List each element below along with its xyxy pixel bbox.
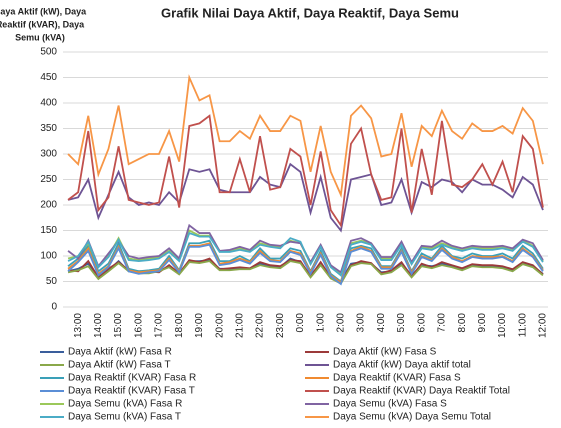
y-tick-label: 500: [40, 47, 57, 58]
y-tick-label: 0: [51, 302, 57, 313]
x-tick-label: 20:00: [214, 313, 225, 338]
x-tick-label: 21:00: [234, 313, 245, 338]
x-tick-label: 22:00: [255, 313, 266, 338]
legend-label: Daya Aktif (kW) Daya aktif total: [333, 360, 471, 371]
y-axis-label: Semu (kVA): [15, 32, 65, 42]
x-tick-label: 17:00: [154, 313, 165, 338]
y-tick-label: 150: [40, 225, 57, 236]
legend-label: Daya Reaktif (KVAR) Fasa S: [333, 373, 461, 384]
x-tick-label: 14:00: [93, 313, 104, 338]
x-tick-label: 3:00: [356, 313, 367, 333]
x-tick-label: 15:00: [113, 313, 124, 338]
legend-label: Daya Semu (kVA) Fasa R: [68, 399, 182, 410]
legend-label: Daya Semu (kVA) Fasa T: [68, 412, 181, 423]
series-line: [67, 74, 544, 199]
series-line: [67, 243, 544, 286]
y-tick-label: 100: [40, 251, 57, 262]
x-tick-label: 12:00: [538, 313, 549, 338]
legend-label: Daya Reaktif (KVAR) Daya Reaktif Total: [333, 386, 510, 397]
x-tick-label: 0:00: [295, 313, 306, 333]
series-line: [67, 114, 544, 228]
legend-label: Daya Semu (kVA) Fasa S: [333, 399, 447, 410]
x-tick-label: 2:00: [336, 313, 347, 333]
y-tick-label: 200: [40, 200, 57, 211]
chart-title: Grafik Nilai Daya Aktif, Daya Reaktif, D…: [161, 5, 459, 20]
series-line: [67, 162, 544, 233]
x-tick-label: 23:00: [275, 313, 286, 338]
x-tick-label: 11:00: [517, 313, 528, 338]
legend-label: Daya Semu (kVA) Daya Semu Total: [333, 412, 491, 423]
x-tick-label: 13:00: [73, 313, 84, 338]
y-axis-label: Daya Aktif (kW), Daya: [0, 6, 87, 16]
series-line: [67, 231, 544, 277]
x-tick-label: 19:00: [194, 313, 205, 338]
y-axis-label: Reaktif (kVAR), Daya: [0, 19, 85, 29]
legend-label: Daya Aktif (kW) Fasa S: [333, 347, 437, 358]
y-tick-label: 50: [46, 276, 58, 287]
x-tick-label: 9:00: [477, 313, 488, 333]
y-tick-label: 250: [40, 174, 57, 185]
x-tick-label: 6:00: [416, 313, 427, 333]
x-tick-label: 5:00: [396, 313, 407, 333]
legend-label: Daya Aktif (kW) Fasa T: [68, 360, 171, 371]
x-tick-label: 1:00: [315, 313, 326, 333]
x-tick-label: 10:00: [497, 313, 508, 338]
legend-label: Daya Aktif (kW) Fasa R: [68, 347, 172, 358]
x-tick-label: 18:00: [174, 313, 185, 338]
y-tick-label: 400: [40, 98, 57, 109]
legend-label: Daya Reaktif (KVAR) Fasa T: [68, 386, 195, 397]
y-tick-label: 450: [40, 72, 57, 83]
x-tick-label: 8:00: [457, 313, 468, 333]
x-tick-label: 4:00: [376, 313, 387, 333]
y-tick-label: 350: [40, 123, 57, 134]
x-tick-label: 7:00: [437, 313, 448, 333]
x-tick-label: 16:00: [133, 313, 144, 338]
y-tick-label: 300: [40, 149, 57, 160]
legend-label: Daya Reaktif (KVAR) Fasa R: [68, 373, 196, 384]
